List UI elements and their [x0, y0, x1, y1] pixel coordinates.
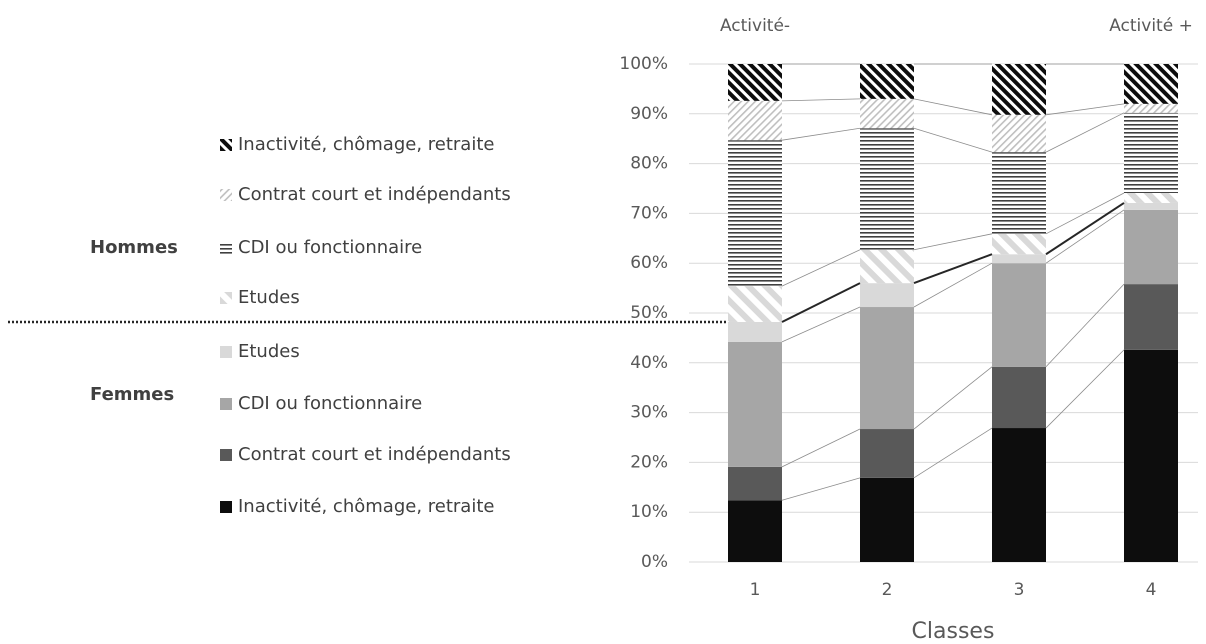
y-tick-label: 60%: [630, 253, 668, 273]
bar-segment: [1124, 64, 1178, 104]
bar-segment: [1124, 209, 1178, 285]
bar-segment: [728, 100, 782, 141]
legend-swatch: [220, 189, 232, 201]
legend-swatch: [220, 346, 232, 358]
legend-swatch: [220, 398, 232, 410]
bar-segment: [860, 429, 914, 478]
bar-segment: [992, 366, 1046, 429]
legend-label: Inactivité, chômage, retraite: [238, 496, 494, 517]
y-tick-label: 40%: [630, 353, 668, 373]
y-tick-label: 20%: [630, 452, 668, 472]
connector: [913, 233, 993, 251]
connector: [913, 262, 993, 308]
bar-segment: [860, 128, 914, 250]
legend-swatch: [220, 501, 232, 513]
connector: [1045, 283, 1125, 368]
x-tick-label: 4: [1146, 580, 1157, 600]
bar-segment: [860, 283, 914, 308]
connector: [781, 282, 861, 323]
bar-segment: [1124, 103, 1178, 113]
bar-segment: [728, 140, 782, 287]
connector: [913, 253, 993, 285]
x-axis-title: Classes: [912, 619, 995, 644]
legend-label: Contrat court et indépendants: [238, 184, 511, 205]
connector: [1045, 112, 1125, 153]
x-tick-label: 2: [882, 580, 893, 600]
connector: [781, 477, 861, 501]
bar-segment: [1124, 112, 1178, 193]
y-tick-label: 100%: [619, 54, 668, 74]
group-label: Femmes: [90, 384, 174, 405]
bar-segment: [992, 233, 1046, 255]
legend-label: Inactivité, chômage, retraite: [238, 134, 494, 155]
connector: [781, 127, 861, 141]
connector: [1045, 103, 1125, 116]
connector: [781, 428, 861, 468]
bar-segment: [992, 152, 1046, 234]
bar-segment: [860, 249, 914, 284]
bar-segment: [1124, 202, 1178, 210]
legend-label: CDI ou fonctionnaire: [238, 393, 422, 414]
bar-segment: [992, 428, 1046, 562]
connector: [1045, 192, 1125, 235]
legend-swatch: [220, 242, 232, 254]
connector: [913, 427, 993, 479]
connector: [781, 306, 861, 343]
connector: [1045, 209, 1125, 264]
connector: [1045, 349, 1125, 429]
legend-label: Contrat court et indépendants: [238, 444, 511, 465]
y-tick-label: 70%: [630, 203, 668, 223]
y-tick-label: 30%: [630, 403, 668, 423]
bar-segment: [728, 500, 782, 562]
bar-segment: [1124, 349, 1178, 562]
y-tick-label: 80%: [630, 154, 668, 174]
bar-segment: [1124, 192, 1178, 203]
connector: [1045, 202, 1125, 256]
y-tick-label: 90%: [630, 104, 668, 124]
x-tick-label: 1: [750, 580, 761, 600]
bar-segment: [860, 477, 914, 562]
legend-swatch: [220, 449, 232, 461]
bar-segment: [860, 307, 914, 430]
bar-segment: [860, 64, 914, 99]
bar-segment: [860, 98, 914, 129]
bar-segment: [1124, 284, 1178, 350]
y-tick-label: 0%: [641, 552, 668, 572]
legend-label: CDI ou fonctionnaire: [238, 237, 422, 258]
bar-segment: [992, 114, 1046, 153]
group-label: Hommes: [90, 237, 178, 258]
connector: [781, 249, 861, 287]
connector: [913, 366, 993, 430]
annotation: Activité-: [720, 16, 790, 36]
legend-swatch: [220, 292, 232, 304]
bar-segment: [992, 64, 1046, 115]
bar-segment: [728, 341, 782, 467]
bar-segment: [728, 64, 782, 101]
annotation: Activité +: [1109, 16, 1193, 36]
bar-segment: [728, 286, 782, 322]
bar-segment: [992, 254, 1046, 264]
bar-segment: [992, 263, 1046, 367]
y-tick-label: 10%: [630, 502, 668, 522]
y-tick-label: 50%: [630, 303, 668, 323]
legend-swatch: [220, 139, 232, 151]
bar-segment: [728, 321, 782, 342]
connector: [913, 98, 993, 116]
x-tick-label: 3: [1014, 580, 1025, 600]
bar-segment: [728, 466, 782, 501]
connector: [781, 98, 861, 102]
legend-label: Etudes: [238, 341, 300, 362]
legend-label: Etudes: [238, 287, 300, 308]
connector: [913, 127, 993, 153]
